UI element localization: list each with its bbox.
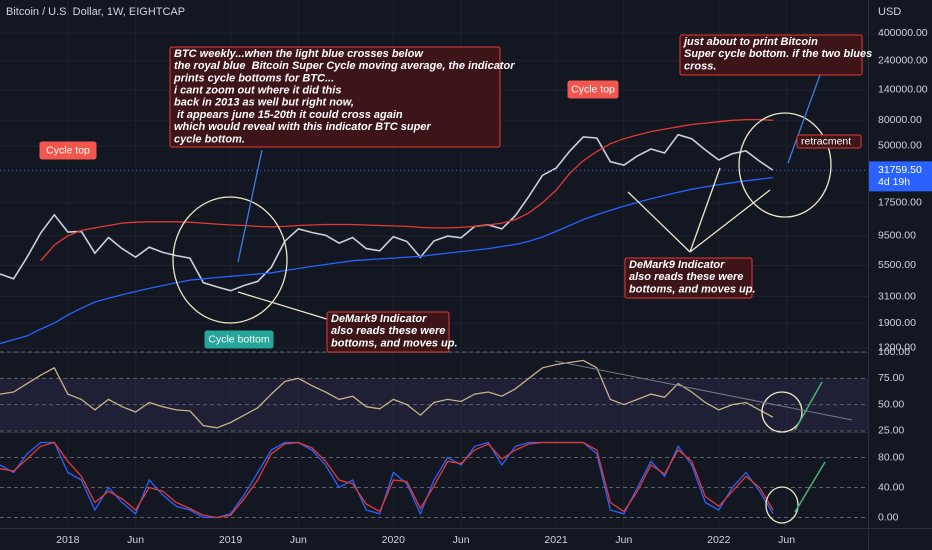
annotation-text: retracment xyxy=(801,135,851,147)
annotation-line: bottoms, and moves up. xyxy=(629,283,756,295)
x-tick-label: Jun xyxy=(453,534,470,546)
y-tick-label: 1900.00 xyxy=(878,317,916,329)
last-price-box xyxy=(869,161,932,192)
x-tick-label: Jun xyxy=(127,534,144,546)
annotation-line: just about to print Bitcoin xyxy=(682,36,818,48)
annotation-box xyxy=(624,257,753,299)
arrow xyxy=(794,461,826,513)
annotation-line: bottoms, and moves up. xyxy=(331,337,458,349)
annotation-line: Super cycle bottom. if the two blues xyxy=(684,48,872,60)
y-tick-label: 5500.00 xyxy=(878,259,916,271)
annotation-line: back in 2013 as well but right now, xyxy=(174,97,354,109)
x-tick-label: 2022 xyxy=(707,534,731,546)
annotation-line: also reads these were xyxy=(629,271,743,283)
y-tick-label: 17500.00 xyxy=(878,196,922,208)
annotation-box xyxy=(169,46,501,148)
arrow xyxy=(689,189,771,253)
annotation-line: which would reveal with this indicator B… xyxy=(174,121,431,133)
annotation-line: cycle bottom. xyxy=(174,133,245,145)
annotation-line: i cant zoom out where it did this xyxy=(174,85,341,97)
y-tick-label: 100.00 xyxy=(878,346,910,358)
series-line xyxy=(0,441,774,519)
y-tick-label: 25.00 xyxy=(878,425,904,437)
annotation-box xyxy=(39,141,97,160)
circle xyxy=(738,112,832,218)
circle xyxy=(765,486,799,524)
annotation-box xyxy=(796,134,862,149)
annotation-text: Cycle bottom xyxy=(208,333,270,345)
drawings xyxy=(172,112,832,524)
annotation-text: Cycle top xyxy=(46,144,90,156)
arrow xyxy=(237,291,331,321)
x-tick-label: Jun xyxy=(778,534,795,546)
annotation-line: DeMark9 Indicator xyxy=(331,313,427,325)
y-tick-label: 75.00 xyxy=(878,372,904,384)
y-tick-label: 140000.00 xyxy=(878,84,928,96)
series-line xyxy=(40,118,774,262)
annotation-box xyxy=(567,80,619,99)
y-tick-label: 1200.00 xyxy=(878,342,916,354)
y-tick-label: 80000.00 xyxy=(878,114,922,126)
annotation-text: Cycle top xyxy=(571,83,615,95)
y-tick-label: 0.00 xyxy=(878,511,899,523)
annotation-line: cross. xyxy=(684,60,716,72)
y-tick-label: 9500.00 xyxy=(878,230,916,242)
x-tick-label: Jun xyxy=(290,534,307,546)
y-tick-label: 400000.00 xyxy=(878,27,928,39)
annotation-line: it appears june 15-20th it could cross a… xyxy=(174,109,403,121)
annotation-box xyxy=(204,330,274,349)
arrow xyxy=(627,191,691,253)
annotation-line: also reads these were xyxy=(331,325,445,337)
annotation-line: the royal blue Bitcoin Super Cycle movin… xyxy=(174,60,515,72)
x-tick-label: 2018 xyxy=(56,534,80,546)
annotation-line: BTC weekly...when the light blue crosses… xyxy=(174,48,424,60)
annotations: Cycle top Cycle top Cycle bottom BTC weekly… xyxy=(39,34,872,353)
arrow xyxy=(689,167,721,253)
circle xyxy=(761,391,803,433)
y-tick-label: 240000.00 xyxy=(878,55,928,67)
annotation-box xyxy=(679,34,863,76)
x-tick-label: 2020 xyxy=(382,534,406,546)
circle xyxy=(172,196,288,324)
countdown: 4d 19h xyxy=(878,176,910,188)
arrow xyxy=(794,381,823,431)
arrow xyxy=(787,74,821,164)
axis-unit: USD xyxy=(878,6,901,18)
x-tick-label: 2019 xyxy=(219,534,243,546)
y-tick-label: 80.00 xyxy=(878,451,904,463)
series-line xyxy=(0,359,774,429)
annotation-box xyxy=(326,311,450,353)
y-tick-label: 40.00 xyxy=(878,481,904,493)
y-tick-label: 50000.00 xyxy=(878,140,922,152)
x-tick-label: 2021 xyxy=(544,534,568,546)
chart-title: Bitcoin / U.S. Dollar, 1W, EIGHTCAP xyxy=(6,6,185,18)
y-tick-label: 3100.00 xyxy=(878,290,916,302)
trend-line xyxy=(554,360,853,421)
annotation-line: prints cycle bottoms for BTC... xyxy=(173,72,334,84)
x-tick-label: Jun xyxy=(615,534,632,546)
arrow xyxy=(237,149,263,263)
series-line xyxy=(0,133,774,292)
annotation-line: DeMark9 Indicator xyxy=(629,259,725,271)
y-tick-label: 50.00 xyxy=(878,398,904,410)
last-price-label: 31759.50 xyxy=(878,164,922,176)
series-line xyxy=(0,441,774,519)
series-line xyxy=(0,176,774,345)
